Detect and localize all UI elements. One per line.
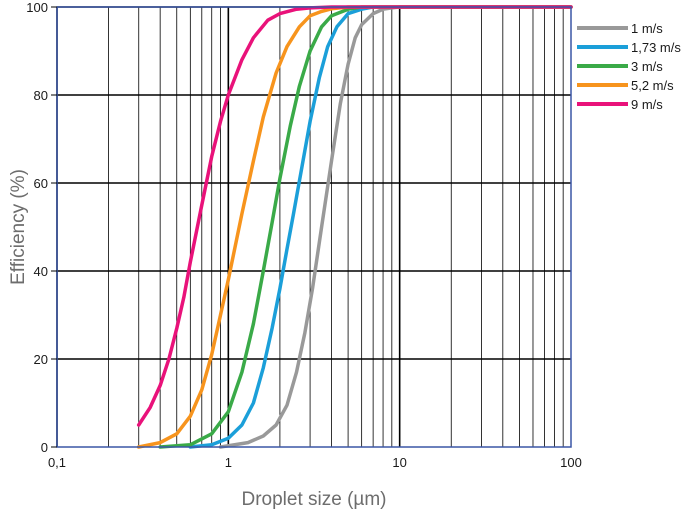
x-tick-label: 1: [225, 455, 232, 470]
legend: 1 m/s 1,73 m/s 3 m/s 5,2 m/s 9 m/s: [577, 21, 681, 112]
y-tick-label: 80: [34, 88, 48, 103]
x-tick-label: 100: [560, 455, 582, 470]
grid-lines: [56, 6, 571, 447]
y-tick-label: 60: [34, 176, 48, 191]
y-axis-title: Efficiency (%): [8, 169, 29, 285]
y-tick-label: 20: [34, 352, 48, 367]
x-tick-label: 0,1: [48, 455, 66, 470]
plot-frame: [56, 6, 572, 448]
x-tick-label: 10: [392, 455, 406, 470]
legend-label: 3 m/s: [631, 59, 663, 74]
tick-labels: 0 20 40 60 80 100 0,1 1 10 100: [26, 0, 582, 470]
y-tick-label: 0: [41, 440, 48, 455]
y-tick-label: 40: [34, 264, 48, 279]
legend-label: 1 m/s: [631, 21, 663, 36]
legend-label: 9 m/s: [631, 97, 663, 112]
legend-label: 1,73 m/s: [631, 40, 681, 55]
y-tick-label: 100: [26, 0, 48, 15]
legend-label: 5,2 m/s: [631, 78, 674, 93]
x-axis-title: Droplet size (µm): [241, 489, 386, 510]
